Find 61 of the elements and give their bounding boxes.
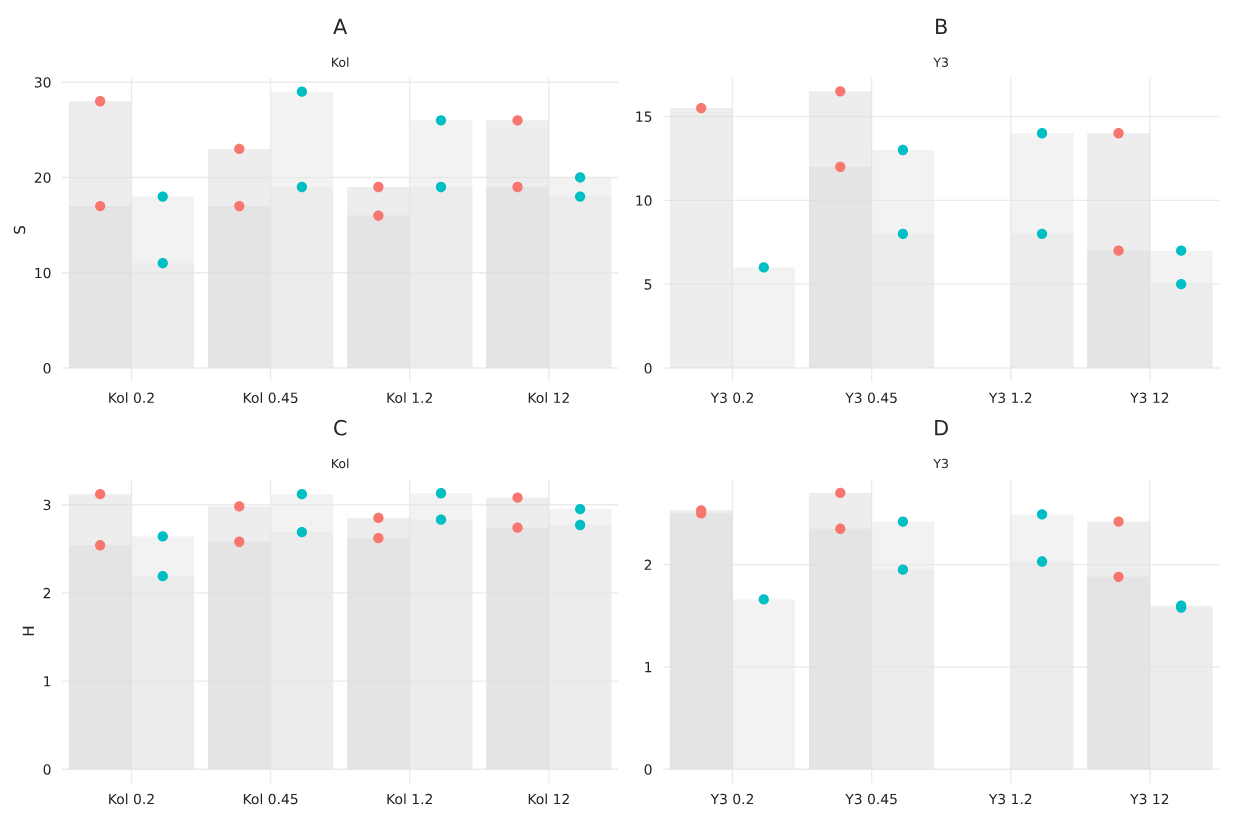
y-tick-label: 1 xyxy=(44,676,51,687)
bar xyxy=(1010,561,1074,770)
y-tick-label: 0 xyxy=(43,764,51,775)
chart-title: C xyxy=(334,419,347,436)
chart-title: A xyxy=(333,18,348,35)
y-tick-label: 0 xyxy=(43,363,51,374)
bar xyxy=(1087,250,1150,369)
x-tick-label: Y3 0.2 xyxy=(710,793,754,805)
chart-subtitle: Y3 xyxy=(933,57,948,67)
y-tick-label: 0 xyxy=(644,764,652,775)
y-axis-title: S xyxy=(13,225,26,234)
bar xyxy=(131,263,195,369)
bar xyxy=(347,215,410,369)
x-tick-label: Y3 1.2 xyxy=(988,392,1032,404)
y-tick-label: 10 xyxy=(636,195,652,206)
chart-subtitle: Y3 xyxy=(933,458,948,469)
x-tick-label: Y3 12 xyxy=(1130,392,1169,404)
bar xyxy=(486,187,549,369)
bar xyxy=(207,206,271,369)
y-tick-label: 2 xyxy=(644,559,652,570)
y-tick-label: 0 xyxy=(644,363,652,374)
x-tick-label: Kol 12 xyxy=(528,392,569,404)
y-tick-label: 2 xyxy=(43,587,51,599)
y-tick-label: 20 xyxy=(34,172,51,183)
y-tick-label: 3 xyxy=(43,499,51,511)
chart-title: D xyxy=(935,420,948,436)
bar xyxy=(68,206,132,369)
bar xyxy=(669,108,733,369)
chart-subtitle: Kol xyxy=(332,57,349,67)
x-tick-label: Y3 0.2 xyxy=(710,392,754,404)
x-tick-label: Y3 0.45 xyxy=(845,392,897,404)
bar xyxy=(871,233,935,369)
bar xyxy=(409,187,473,369)
bar xyxy=(732,599,796,770)
bar xyxy=(1010,233,1074,369)
x-tick-label: Kol 0.2 xyxy=(109,793,154,805)
bar xyxy=(732,267,796,369)
y-tick-label: 5 xyxy=(644,279,652,290)
y-axis-title: H xyxy=(22,626,34,636)
bar xyxy=(270,187,334,369)
y-tick-label: 30 xyxy=(34,77,51,88)
x-tick-label: Y3 12 xyxy=(1130,793,1169,805)
bar xyxy=(1149,284,1213,369)
chart-subtitle: Kol xyxy=(332,458,349,469)
x-tick-label: Kol 1.2 xyxy=(387,793,432,805)
y-tick-label: 1 xyxy=(645,662,652,673)
y-tick-label: 15 xyxy=(636,111,652,122)
x-tick-label: Kol 0.45 xyxy=(243,793,298,805)
bar xyxy=(1087,576,1150,770)
bar xyxy=(131,576,195,770)
bar xyxy=(68,545,132,770)
x-tick-label: Kol 0.45 xyxy=(243,392,298,404)
x-tick-label: Kol 1.2 xyxy=(387,392,432,404)
bar xyxy=(809,166,872,369)
x-tick-label: Kol 0.2 xyxy=(109,392,154,404)
x-tick-label: Y3 1.2 xyxy=(988,793,1032,805)
x-tick-label: Kol 12 xyxy=(528,793,569,805)
x-tick-label: Y3 0.45 xyxy=(845,793,897,805)
y-tick-label: 10 xyxy=(35,267,51,279)
bar xyxy=(871,569,935,770)
chart-title: B xyxy=(936,18,947,35)
